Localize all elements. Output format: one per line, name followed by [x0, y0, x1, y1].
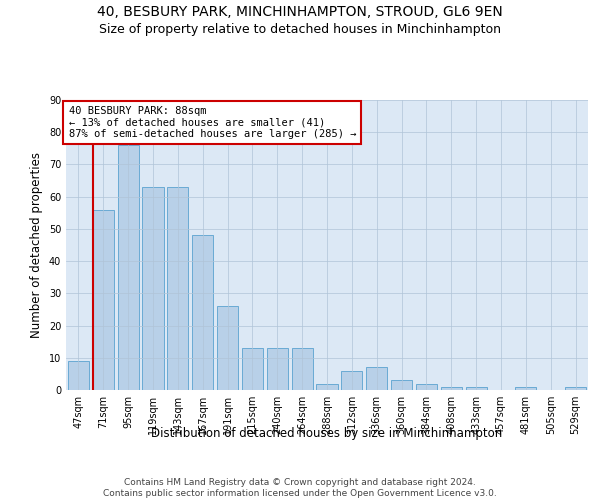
Bar: [118, 145, 139, 390]
Text: Distribution of detached houses by size in Minchinhampton: Distribution of detached houses by size …: [151, 428, 503, 440]
Bar: [441, 387, 462, 390]
Text: Size of property relative to detached houses in Minchinhampton: Size of property relative to detached ho…: [99, 22, 501, 36]
Bar: [466, 387, 487, 390]
Bar: [515, 387, 536, 390]
Y-axis label: Number of detached properties: Number of detached properties: [30, 152, 43, 338]
Bar: [366, 368, 387, 390]
Text: 40, BESBURY PARK, MINCHINHAMPTON, STROUD, GL6 9EN: 40, BESBURY PARK, MINCHINHAMPTON, STROUD…: [97, 5, 503, 19]
Bar: [316, 384, 338, 390]
Text: 40 BESBURY PARK: 88sqm
← 13% of detached houses are smaller (41)
87% of semi-det: 40 BESBURY PARK: 88sqm ← 13% of detached…: [68, 106, 356, 139]
Bar: [93, 210, 114, 390]
Bar: [192, 236, 213, 390]
Bar: [391, 380, 412, 390]
Bar: [565, 387, 586, 390]
Text: Contains HM Land Registry data © Crown copyright and database right 2024.
Contai: Contains HM Land Registry data © Crown c…: [103, 478, 497, 498]
Bar: [167, 187, 188, 390]
Bar: [68, 361, 89, 390]
Bar: [217, 306, 238, 390]
Bar: [416, 384, 437, 390]
Bar: [267, 348, 288, 390]
Bar: [142, 187, 164, 390]
Bar: [292, 348, 313, 390]
Bar: [341, 370, 362, 390]
Bar: [242, 348, 263, 390]
